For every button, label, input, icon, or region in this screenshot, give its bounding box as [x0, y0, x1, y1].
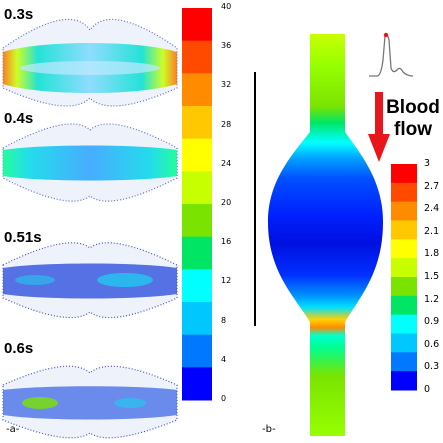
colorbar-segment	[391, 352, 417, 372]
colorbar-tick-label: 0.3	[424, 361, 440, 373]
colorbar-segment	[182, 8, 212, 42]
blood-flow-label: Blood flow	[386, 97, 440, 140]
colorbar-segment	[391, 258, 417, 278]
colorbar-tick-label: 4	[221, 354, 227, 364]
time-label-3: 0.51s	[4, 229, 42, 246]
jet-highlight-1	[20, 61, 160, 75]
colorbar-segment	[391, 371, 417, 391]
colorbar-segment	[182, 302, 212, 336]
colorbar-tick-label: 2.4	[424, 203, 440, 215]
colorbar-tick-label: 8	[221, 315, 227, 325]
flow-waveform-icon	[369, 32, 414, 77]
flow-direction-arrow	[368, 92, 390, 162]
aneurysm-particle-plot-4	[2, 365, 178, 439]
colorbar-segment	[182, 204, 212, 238]
jet-core-3	[3, 263, 177, 299]
aneurysm-particle-plot-1	[2, 18, 178, 107]
colorbar-a	[182, 8, 212, 401]
divider-line	[254, 72, 256, 326]
aneurysm-velocity-map	[268, 34, 383, 436]
colorbar-tick-label: 28	[221, 119, 232, 129]
colorbar-tick-label: 1.5	[424, 271, 440, 282]
colorbar-tick-label: 40	[221, 2, 232, 11]
colorbar-segment	[182, 269, 212, 303]
aneurysm-particle-plot-3	[2, 242, 178, 319]
colorbar-tick-label: 0	[424, 384, 431, 395]
colorbar-segment	[391, 220, 417, 240]
colorbar-segment	[391, 314, 417, 334]
colorbar-tick-label: 12	[221, 276, 232, 286]
colorbar-tick-label: 3	[424, 158, 431, 169]
colorbar-b	[391, 164, 417, 391]
colorbar-segment	[182, 236, 212, 270]
colorbar-segment	[182, 40, 212, 74]
jet-core-4	[3, 386, 177, 420]
colorbar-segment	[182, 171, 212, 205]
colorbar-tick-label: 2.7	[424, 180, 440, 192]
jet-highlight-4	[22, 397, 58, 409]
panel-a-tag: -a-	[6, 424, 20, 435]
colorbar-segment	[182, 73, 212, 107]
colorbar-tick-label: 16	[221, 237, 232, 247]
time-label-4: 0.6s	[4, 340, 34, 357]
colorbar-segment	[391, 164, 417, 184]
colorbar-segment	[391, 295, 417, 316]
colorbar-tick-label: 0	[221, 394, 227, 403]
colorbar-segment	[182, 367, 212, 401]
colorbar-tick-label: 1.2	[424, 293, 440, 305]
colorbar-tick-label: 2.1	[424, 225, 440, 237]
colorbar-segment	[182, 334, 212, 368]
colorbar-tick-label: 32	[221, 80, 232, 90]
colorbar-segment	[391, 239, 417, 259]
jet-core-2	[3, 145, 177, 181]
colorbar-segment	[391, 333, 417, 353]
aneurysm-particle-plot-2	[2, 123, 178, 202]
panel-b-tag: -b-	[262, 424, 276, 435]
colorbar-segment	[182, 138, 212, 172]
colorbar-segment	[391, 277, 417, 297]
colorbar-segment	[391, 182, 417, 203]
colorbar-tick-label: 20	[221, 198, 232, 207]
time-label-2: 0.4s	[4, 110, 34, 127]
jet-highlight-3	[97, 273, 153, 287]
colorbar-tick-label: 36	[221, 41, 232, 51]
colorbar-tick-label: 24	[221, 158, 232, 168]
colorbar-tick-label: 0.6	[424, 338, 440, 350]
colorbar-tick-label: 1.8	[424, 248, 440, 260]
colorbar-segment	[182, 106, 212, 140]
colorbar-segment	[391, 201, 417, 221]
vessel-shape	[268, 34, 383, 436]
colorbar-tick-label: 0.9	[424, 316, 440, 328]
time-label-1: 0.3s	[4, 6, 34, 23]
